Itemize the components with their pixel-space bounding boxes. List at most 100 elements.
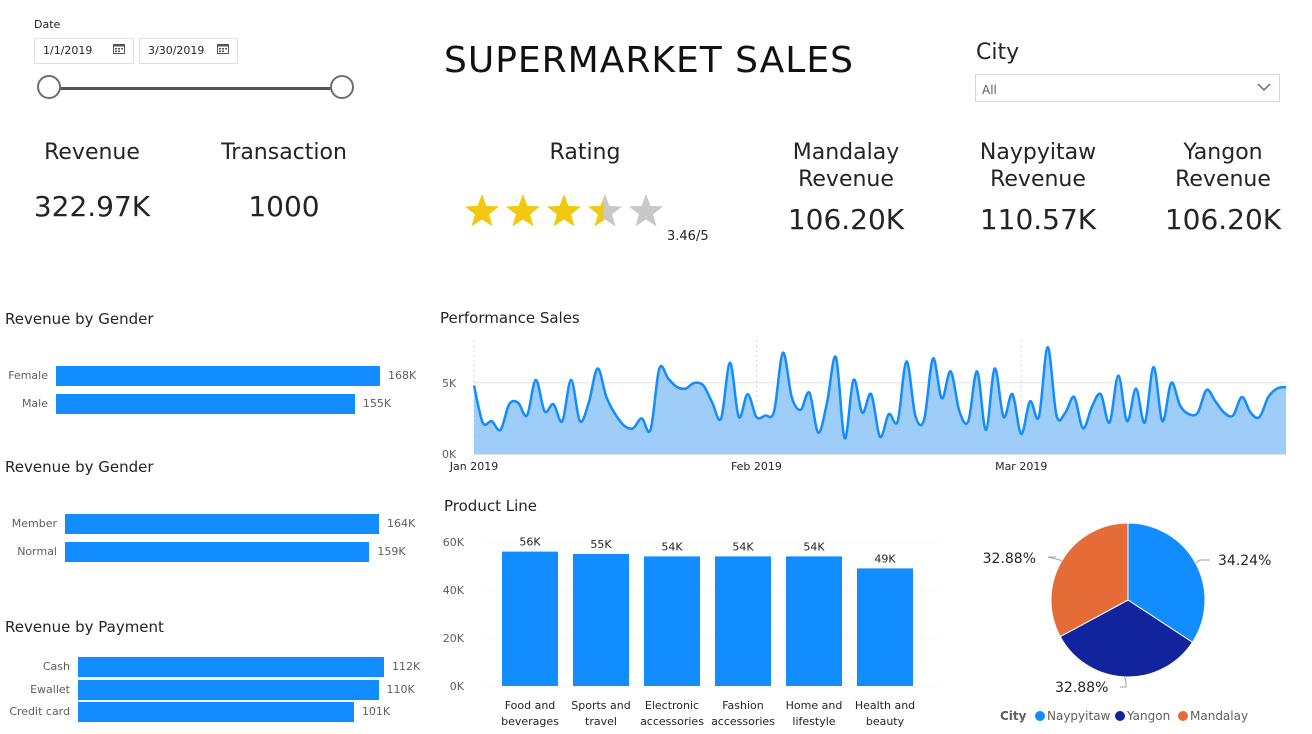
revenue-by-gender-chart: Revenue by Gender Female 168K Male 155K (0, 305, 430, 425)
legend-marker (1115, 711, 1125, 721)
payment-chart-title: Revenue by Payment (5, 618, 164, 636)
x-category-label: Health and (855, 699, 915, 712)
x-category-label: accessories (640, 715, 704, 728)
naypyitaw-kpi-value: 110.57K (979, 203, 1097, 236)
bar-category-label: Normal (17, 545, 57, 558)
bar[interactable] (56, 394, 355, 414)
yangon-kpi-label-line2: Revenue (1175, 167, 1271, 192)
bar-value-label: 54K (661, 540, 683, 553)
product-line-title: Product Line (444, 497, 537, 515)
pie-data-label: 34.24% (1218, 553, 1271, 569)
mandalay-kpi-label-line2: Revenue (798, 167, 894, 192)
pie-leader-line (1047, 556, 1062, 562)
bar-value-label: 101K (361, 705, 391, 718)
rating-kpi-value: 3.46/5 (667, 229, 709, 244)
legend-label[interactable]: Naypyitaw (1047, 709, 1111, 723)
rating-stars (464, 194, 664, 227)
product-bar[interactable] (786, 556, 842, 686)
x-category-label: beverages (501, 715, 559, 728)
date-range-end-handle[interactable] (330, 75, 354, 99)
performance-sales-chart: 0K 5K Jan 2019 Feb 2019 Mar 2019 (442, 340, 1287, 473)
chevron-down-icon (1257, 83, 1271, 91)
transaction-kpi-label: Transaction (221, 140, 347, 165)
product-bar[interactable] (502, 551, 558, 686)
y-tick-label: 40K (443, 584, 465, 597)
date-range-slider-track[interactable] (50, 87, 342, 90)
mandalay-kpi-label-line1: Mandalay (792, 140, 900, 165)
bar-value-label: 54K (803, 540, 825, 553)
bar[interactable] (65, 542, 370, 562)
bar[interactable] (78, 702, 354, 722)
sales-area[interactable] (474, 347, 1286, 454)
bar-value-label: 49K (874, 552, 896, 565)
rating-kpi-label: Rating (549, 140, 621, 165)
product-bar[interactable] (573, 554, 629, 686)
bar-value-label: 164K (387, 517, 416, 530)
sales-line[interactable] (472, 345, 1287, 440)
naypyitaw-kpi-label: Naypyitaw Revenue (958, 139, 1118, 193)
bar-value-label: 168K (388, 369, 417, 382)
mandalay-kpi-label: Mandalay Revenue (766, 139, 926, 193)
y-tick-label: 60K (443, 536, 465, 549)
x-category-label: accessories (711, 715, 775, 728)
bar[interactable] (78, 679, 379, 700)
date-range-start-handle[interactable] (37, 75, 61, 99)
yangon-kpi-value: 106.20K (1164, 203, 1282, 236)
product-bar[interactable] (715, 556, 771, 686)
x-tick-label: Mar 2019 (995, 460, 1047, 473)
legend-marker (1035, 711, 1045, 721)
city-slicer-label: City (976, 40, 1020, 65)
product-bar[interactable] (644, 556, 700, 686)
naypyitaw-kpi-label-line1: Naypyitaw (979, 140, 1097, 165)
calendar-icon[interactable] (217, 39, 229, 63)
bar-value-label: 112K (392, 660, 421, 673)
bar-category-label: Female (8, 369, 48, 382)
y-tick-label: 5K (442, 377, 457, 390)
x-tick-label: Jan 2019 (449, 460, 498, 473)
bar-category-label: Male (21, 397, 48, 410)
transaction-kpi-value: 1000 (248, 190, 320, 223)
gender-chart-title: Revenue by Gender (5, 310, 154, 328)
y-tick-label: 0K (442, 448, 457, 461)
naypyitaw-kpi-label-line2: Revenue (990, 167, 1086, 192)
start-date-input[interactable]: 1/1/2019 (34, 38, 134, 64)
rating-star (505, 194, 541, 227)
city-revenue-pie-chart: 34.24% 32.88% 32.88% City Naypyitaw Yangon Man… (983, 522, 1271, 723)
calendar-icon[interactable] (113, 39, 125, 63)
x-tick-label: Feb 2019 (731, 460, 782, 473)
yangon-kpi-label: Yangon Revenue (1143, 139, 1303, 193)
pie-leader-line (1120, 676, 1127, 688)
legend-label[interactable]: Mandalay (1190, 709, 1248, 723)
legend-label[interactable]: Yangon (1126, 709, 1170, 723)
city-dropdown[interactable]: All (975, 74, 1280, 102)
rating-star (587, 194, 623, 227)
city-dropdown-value: All (982, 83, 997, 97)
y-tick-label: 20K (443, 632, 465, 645)
x-category-label: lifestyle (792, 715, 835, 728)
revenue-by-customer-chart: Revenue by Gender Member 164K Normal 159K (0, 453, 430, 573)
bar-value-label: 56K (519, 536, 541, 549)
bar[interactable] (78, 657, 384, 677)
bar-category-label: Cash (42, 660, 70, 673)
pie-data-label: 32.88% (1055, 680, 1108, 696)
bar[interactable] (65, 514, 379, 534)
bar-value-label: 159K (377, 545, 406, 558)
product-bar[interactable] (857, 568, 913, 686)
bar-category-label: Member (11, 517, 57, 530)
x-category-label: beauty (866, 715, 905, 728)
x-category-label: Food and (505, 699, 556, 712)
x-category-label: Electronic (645, 699, 699, 712)
bar-value-label: 110K (386, 682, 415, 696)
revenue-kpi-label: Revenue (44, 140, 140, 165)
x-category-label: Fashion (722, 699, 764, 712)
bar-value-label: 54K (732, 540, 754, 553)
pie-leader-line (1195, 559, 1210, 564)
revenue-kpi-value: 322.97K (33, 190, 151, 223)
page-title: SUPERMARKET SALES (444, 40, 854, 81)
mandalay-kpi-value: 106.20K (787, 203, 905, 236)
bar-category-label: Ewallet (30, 682, 70, 696)
bar[interactable] (56, 366, 380, 386)
performance-sales-title: Performance Sales (440, 309, 580, 327)
bar-value-label: 55K (590, 538, 612, 551)
end-date-input[interactable]: 3/30/2019 (139, 38, 238, 64)
